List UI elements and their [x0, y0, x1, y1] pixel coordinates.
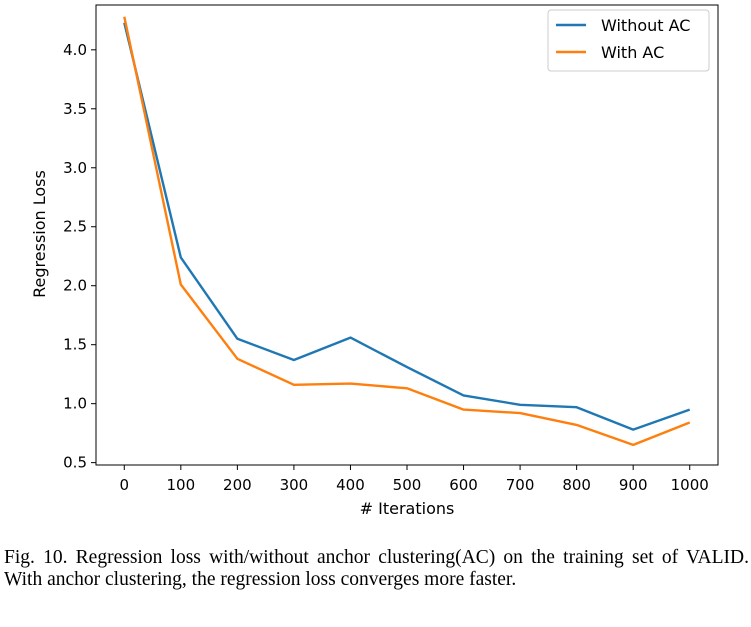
figure-caption: Fig. 10. Regression loss with/without an… — [4, 547, 749, 590]
y-tick-label: 0.5 — [63, 454, 87, 472]
x-tick-label: 800 — [562, 476, 591, 494]
y-tick-label: 1.5 — [63, 336, 87, 354]
y-tick-label: 4.0 — [63, 41, 87, 59]
x-tick-label: 1000 — [671, 476, 709, 494]
y-tick-label: 2.5 — [63, 218, 87, 236]
x-axis-ticks: 0 100 200 300 400 500 600 700 800 900 1000 — [119, 465, 709, 494]
x-tick-label: 600 — [449, 476, 478, 494]
x-tick-label: 300 — [280, 476, 309, 494]
regression-loss-chart: 0 100 200 300 400 500 600 700 800 900 1000 0.5 1.0 1… — [30, 4, 719, 518]
series-lines — [123, 16, 691, 447]
y-tick-label: 1.0 — [63, 395, 87, 413]
legend-label-without-ac: Without AC — [601, 16, 690, 35]
y-tick-label: 2.0 — [63, 277, 87, 295]
y-tick-label: 3.5 — [63, 100, 87, 118]
x-tick-label: 0 — [119, 476, 129, 494]
y-axis-label: Regression Loss — [30, 170, 49, 298]
legend: Without AC With AC — [547, 9, 710, 72]
legend-label-with-ac: With AC — [601, 43, 664, 62]
series-line-without-ac — [123, 22, 691, 431]
series-line-with-ac — [123, 16, 691, 447]
y-tick-label: 3.0 — [63, 159, 87, 177]
x-tick-label: 100 — [166, 476, 195, 494]
x-tick-label: 700 — [506, 476, 535, 494]
y-axis-ticks: 0.5 1.0 1.5 2.0 2.5 3.0 3.5 4.0 — [63, 41, 96, 472]
x-tick-label: 200 — [223, 476, 252, 494]
x-tick-label: 400 — [336, 476, 365, 494]
plot-frame — [95, 4, 719, 466]
x-axis-label: # Iterations — [360, 499, 455, 518]
x-tick-label: 900 — [619, 476, 648, 494]
legend-box — [547, 9, 710, 72]
x-tick-label: 500 — [393, 476, 422, 494]
